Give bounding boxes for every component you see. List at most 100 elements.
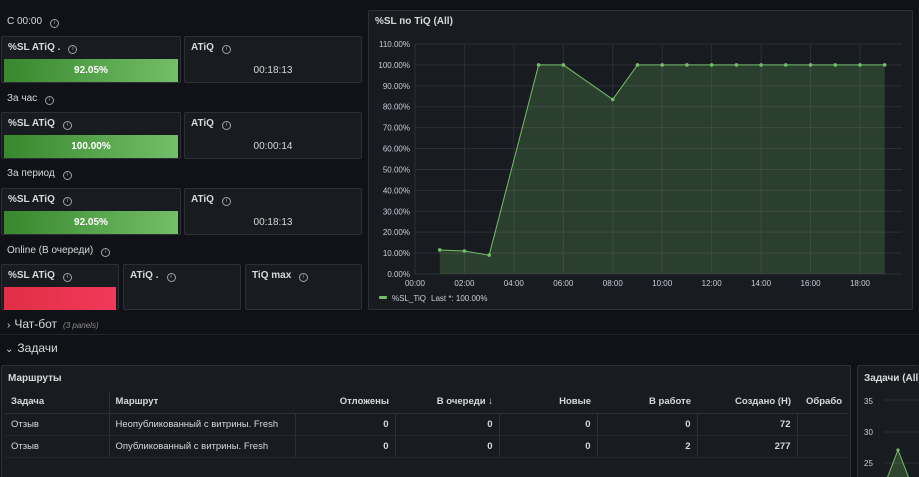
- panel-title: %SL ATiQ i: [8, 118, 72, 130]
- panel-title: Задачи (All): [864, 373, 919, 384]
- info-icon[interactable]: i: [221, 121, 231, 130]
- col-in-queue-label: В очереди: [436, 396, 486, 408]
- data-point: [660, 63, 665, 67]
- row-chatbot-label: Чат-бот: [14, 317, 58, 331]
- cell-processed: [797, 435, 848, 458]
- cell-in-queue: 0: [395, 435, 500, 458]
- panel-title: ATiQ .i: [130, 270, 176, 282]
- col-task[interactable]: Задача: [5, 391, 110, 414]
- panel-title: ATiQ i: [191, 42, 231, 54]
- data-point: [808, 63, 813, 67]
- legend-swatch: [379, 296, 387, 299]
- data-point: [536, 63, 541, 67]
- section-since-midnight: С 00:00 i: [7, 16, 60, 28]
- cell-processed: [797, 413, 848, 436]
- col-new[interactable]: Новые: [499, 391, 597, 414]
- x-tick-label: 00:00: [405, 279, 426, 288]
- section-last-hour: За час i: [7, 93, 55, 105]
- cell-in-queue: 0: [395, 413, 500, 436]
- info-icon[interactable]: i: [50, 19, 60, 28]
- panel-period-atiq: ATiQ i 00:18:13: [184, 188, 362, 235]
- x-tick-label: 08:00: [603, 279, 624, 288]
- x-tick-label: 14:00: [751, 279, 772, 288]
- section-period-label: За период: [7, 168, 55, 179]
- info-icon[interactable]: i: [299, 273, 309, 282]
- section-period: За период i: [7, 168, 72, 180]
- cell-new: 0: [499, 413, 598, 436]
- panel-title: ATiQ i: [191, 118, 231, 130]
- panel-since-atiq: ATiQ i 00:18:13: [184, 36, 362, 83]
- panel-hour-atiq: ATiQ i 00:00:14: [184, 112, 362, 159]
- info-icon[interactable]: i: [45, 96, 55, 105]
- info-icon[interactable]: i: [221, 197, 231, 206]
- y-tick-label: 60.00%: [383, 145, 410, 154]
- panel-title: TiQ max i: [252, 270, 309, 282]
- info-icon[interactable]: i: [101, 248, 111, 257]
- x-tick-label: 04:00: [504, 279, 525, 288]
- cell-postponed: 0: [295, 413, 396, 436]
- x-tick-label: 06:00: [553, 279, 574, 288]
- y-tick-label: 35: [864, 397, 873, 406]
- col-processed[interactable]: Обрабо: [797, 391, 848, 414]
- data-point: [709, 63, 714, 67]
- sl-gauge-bar: 92.05%: [4, 211, 178, 234]
- col-created[interactable]: Создано (Н): [697, 391, 797, 414]
- data-point: [858, 63, 862, 67]
- y-tick-label: 100.00%: [378, 61, 410, 70]
- data-point: [833, 63, 838, 67]
- info-icon[interactable]: i: [62, 121, 72, 130]
- panel-online-sl: %SL ATiQ i: [1, 264, 119, 310]
- y-tick-label: 0.00%: [387, 270, 410, 279]
- atiq-value: 00:18:13: [253, 217, 293, 228]
- atiq-value: 00:00:14: [253, 141, 293, 152]
- x-tick-label: 02:00: [454, 279, 475, 288]
- data-point: [882, 63, 887, 67]
- tasks-area: [887, 450, 909, 477]
- cell-route: Неопубликованный с витрины. Fresh: [109, 413, 296, 436]
- info-icon[interactable]: i: [62, 197, 72, 206]
- sl-gauge-bar: 92.05%: [4, 59, 178, 82]
- legend-series-name: %SL_TiQ: [392, 294, 426, 303]
- panel-routes: Маршруты Задача Маршрут Отложены В очере…: [1, 365, 851, 477]
- info-icon[interactable]: i: [62, 273, 72, 282]
- series-area: [439, 64, 885, 274]
- row-chatbot[interactable]: › Чат-бот (3 panels): [7, 317, 99, 331]
- y-tick-label: 25: [864, 459, 873, 468]
- y-tick-label: 30.00%: [383, 207, 410, 216]
- x-tick-label: 10:00: [652, 279, 673, 288]
- panel-online-tiqmax: TiQ max i: [245, 264, 362, 310]
- panel-title: %SL ATiQ i: [8, 194, 72, 206]
- cell-task: Отзыв: [5, 413, 110, 436]
- cell-created: 277: [697, 435, 798, 458]
- sl-area-chart[interactable]: 0.00% 10.00% 20.00% 30.00% 40.00% 50.00% 60.00…: [369, 11, 914, 311]
- col-route[interactable]: Маршрут: [109, 391, 295, 414]
- data-point: [759, 63, 763, 67]
- sl-gauge-bar: 100.00%: [4, 135, 178, 158]
- y-tick-label: 20.00%: [383, 228, 410, 237]
- info-icon[interactable]: i: [221, 45, 231, 54]
- table-row[interactable]: Отзыв Опубликованный с витрины. Fresh 0 …: [5, 435, 848, 458]
- cell-new: 0: [499, 435, 598, 458]
- data-point: [784, 63, 788, 67]
- data-point: [462, 249, 467, 253]
- legend-last-value: Last *: 100.00%: [431, 294, 487, 303]
- row-tasks[interactable]: ⌄ Задачи: [5, 341, 58, 355]
- col-in-work[interactable]: В работе: [597, 391, 697, 414]
- section-hour-label: За час: [7, 93, 38, 104]
- panel-since-sl: %SL ATiQ .i 92.05%: [1, 36, 181, 83]
- data-point: [561, 63, 566, 67]
- chart-title: %SL по TiQ (All): [375, 16, 453, 27]
- col-in-queue[interactable]: В очереди ↓: [395, 391, 499, 414]
- tasks-mini-chart[interactable]: 35 30 25: [858, 366, 919, 477]
- cell-created: 72: [697, 413, 798, 436]
- chevron-down-icon: ⌄: [5, 344, 14, 355]
- info-icon[interactable]: i: [62, 171, 72, 180]
- info-icon[interactable]: i: [166, 273, 176, 282]
- info-icon[interactable]: i: [68, 45, 78, 54]
- y-tick-label: 10.00%: [383, 249, 410, 258]
- data-point: [487, 253, 491, 257]
- col-postponed[interactable]: Отложены: [295, 391, 395, 414]
- panel-hour-sl: %SL ATiQ i 100.00%: [1, 112, 181, 159]
- cell-postponed: 0: [295, 435, 396, 458]
- table-row[interactable]: Отзыв Неопубликованный с витрины. Fresh …: [5, 413, 848, 436]
